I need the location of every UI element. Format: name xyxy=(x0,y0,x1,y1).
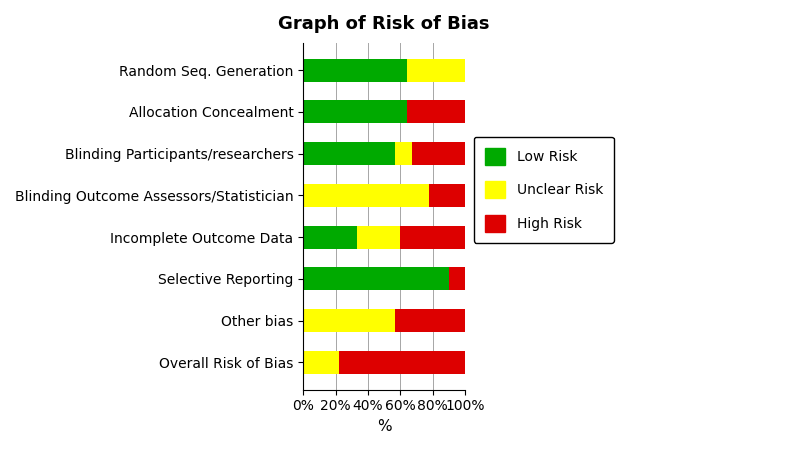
Bar xyxy=(400,226,465,249)
Bar xyxy=(303,226,356,249)
Bar xyxy=(303,184,429,207)
Bar xyxy=(303,142,395,165)
Bar xyxy=(356,226,400,249)
Title: Graph of Risk of Bias: Graph of Risk of Bias xyxy=(279,15,490,33)
Bar xyxy=(407,59,465,82)
Bar xyxy=(303,101,407,123)
X-axis label: %: % xyxy=(377,419,391,434)
Legend: Low Risk, Unclear Risk, High Risk: Low Risk, Unclear Risk, High Risk xyxy=(474,136,614,243)
Bar xyxy=(407,101,465,123)
Bar xyxy=(395,142,412,165)
Bar xyxy=(395,309,465,332)
Bar xyxy=(429,184,465,207)
Bar xyxy=(303,351,339,374)
Bar xyxy=(449,268,465,291)
Bar xyxy=(303,309,395,332)
Bar xyxy=(303,268,449,291)
Bar xyxy=(339,351,465,374)
Bar xyxy=(412,142,465,165)
Bar xyxy=(303,59,407,82)
